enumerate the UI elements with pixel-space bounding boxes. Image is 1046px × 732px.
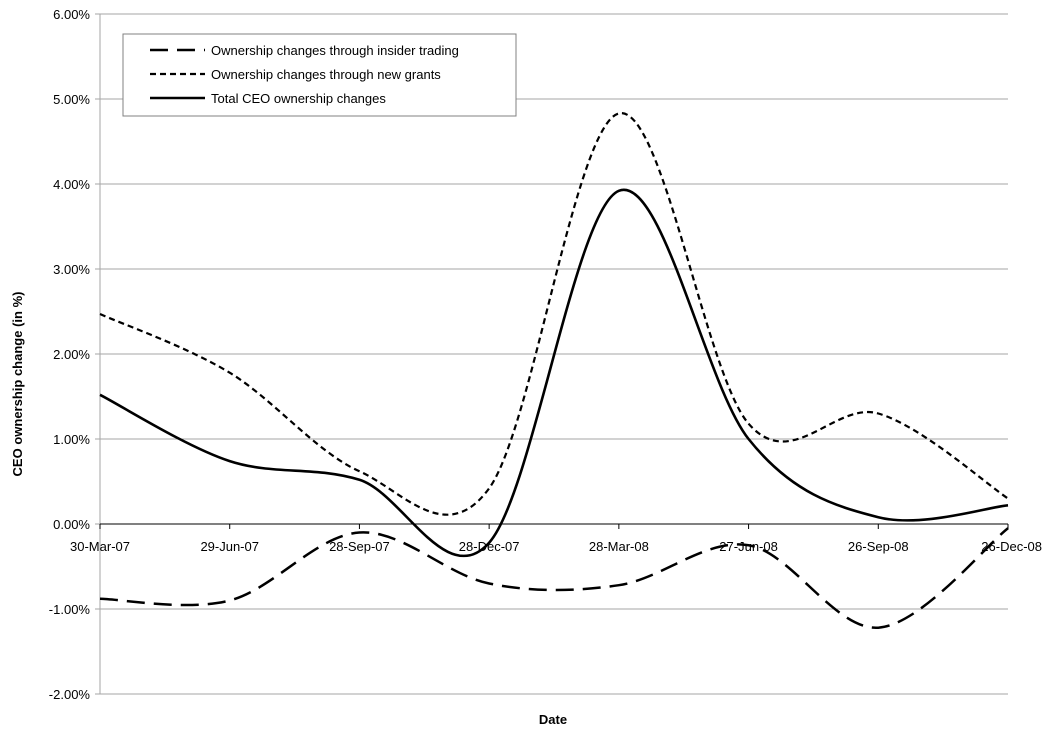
axes	[99, 14, 1008, 694]
x-tick-label: 30-Mar-07	[70, 539, 130, 554]
y-tick-label: -1.00%	[49, 602, 91, 617]
legend: Ownership changes through insider tradin…	[122, 33, 517, 117]
x-tick-label: 29-Jun-07	[200, 539, 259, 554]
y-tick-label: 3.00%	[53, 262, 90, 277]
legend-label: Ownership changes through new grants	[211, 67, 441, 82]
y-tick-label: -2.00%	[49, 687, 91, 702]
series-lines	[99, 112, 1009, 629]
legend-box	[122, 33, 517, 117]
y-axis-title: CEO ownership change (in %)	[10, 292, 25, 477]
x-tick-label: 28-Dec-07	[459, 539, 520, 554]
y-tick-label: 4.00%	[53, 177, 90, 192]
y-tick-label: 6.00%	[53, 7, 90, 22]
y-tick-label: 5.00%	[53, 92, 90, 107]
x-tick-label: 28-Mar-08	[589, 539, 649, 554]
y-tick-label: 1.00%	[53, 432, 90, 447]
y-tick-label: 2.00%	[53, 347, 90, 362]
y-tick-label: 0.00%	[53, 517, 90, 532]
series-line-3	[99, 188, 1009, 558]
x-tick-label: 26-Dec-08	[981, 539, 1042, 554]
x-tick-label: 28-Sep-07	[329, 539, 390, 554]
x-axis-title: Date	[539, 712, 567, 727]
x-tick-label: 26-Sep-08	[848, 539, 909, 554]
series-line-2	[99, 112, 1009, 516]
x-axis-ticks: 30-Mar-07 29-Jun-07 28-Sep-07 28-Dec-07 28-M…	[70, 524, 1042, 554]
legend-label: Ownership changes through insider tradin…	[211, 43, 459, 58]
y-axis-ticks: -2.00% -1.00% 0.00% 1.00% 2.00% 3.00% 4.00% 5.0…	[49, 7, 100, 702]
legend-label: Total CEO ownership changes	[211, 91, 386, 106]
series-line-1	[99, 527, 1009, 629]
